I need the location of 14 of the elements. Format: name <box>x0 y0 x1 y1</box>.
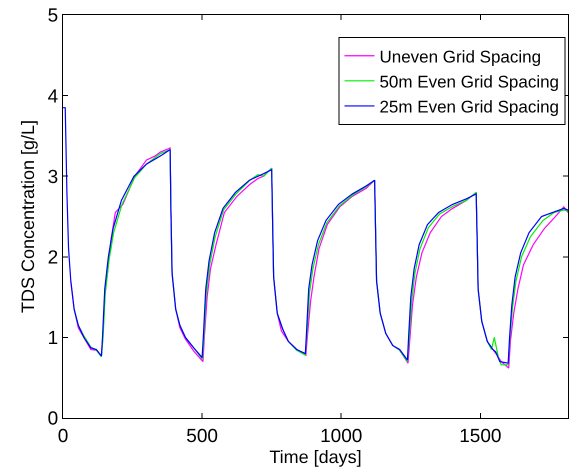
x-tick-label: 500 <box>186 426 218 447</box>
y-axis-title: TDS Concentration [g/L] <box>18 120 38 314</box>
y-tick-label: 2 <box>48 247 58 268</box>
x-axis-title: Time [days] <box>269 446 362 467</box>
y-tick-label: 4 <box>48 86 59 108</box>
x-tick-label: 1500 <box>459 426 502 447</box>
y-tick-label: 5 <box>48 6 58 27</box>
y-tick-label: 1 <box>48 328 58 350</box>
y-tick-label: 3 <box>48 166 58 188</box>
legend-label: 25m Even Grid Spacing <box>379 98 560 117</box>
x-tick-label: 1000 <box>320 426 362 447</box>
legend-label: 50m Even Grid Spacing <box>379 72 560 92</box>
y-tick-label: 0 <box>48 408 58 430</box>
legend-label: Uneven Grid Spacing <box>379 47 542 66</box>
